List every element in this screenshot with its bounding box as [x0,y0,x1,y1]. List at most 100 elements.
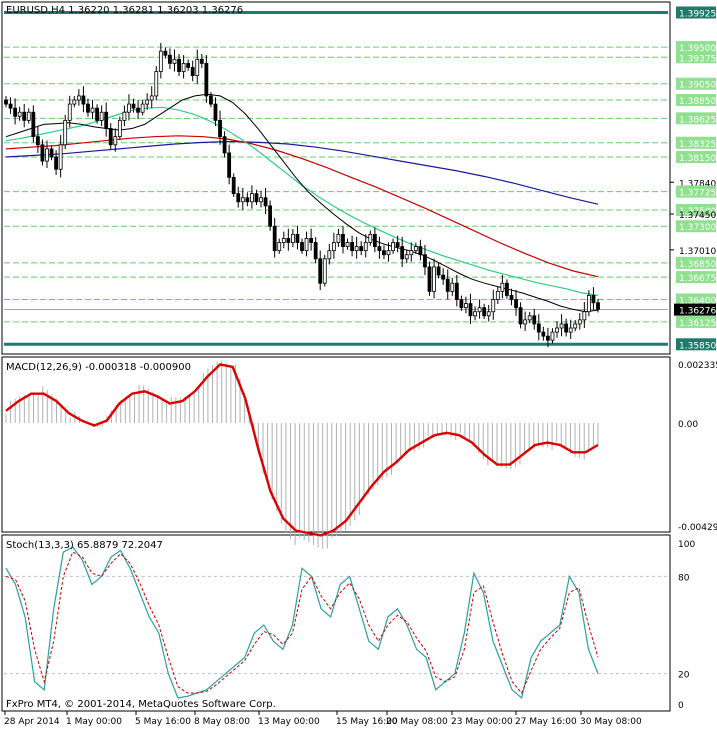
price-label-bg-1.35850 [676,338,716,351]
candle-body [49,148,54,158]
candle-body [591,295,596,304]
time-label: 5 May 16:00 [135,717,191,727]
candle-body [95,107,99,121]
candle-body [532,315,537,325]
price-label-1.37725: 1.37725 [679,189,716,199]
candle-body [559,323,564,329]
candle-body [568,327,573,333]
candle-body [158,50,163,72]
stoch-main-line [5,546,599,699]
candle-body [35,136,40,146]
candle-body [136,107,140,113]
time-label: 1 May 00:00 [66,717,122,727]
candle-body [468,303,473,317]
time-label: 23 May 00:00 [451,717,513,727]
candle-body [86,103,90,113]
candle-body [382,250,386,256]
candle-body [309,238,314,243]
candle-body [368,233,373,243]
candle-body [250,193,254,203]
candle-body [277,242,282,252]
price-label-1.36125: 1.36125 [679,319,716,329]
candle-body [40,144,45,162]
candle-body [63,119,68,146]
stoch-panel[interactable] [1,534,671,712]
price-label-1.37010: 1.37010 [679,247,716,257]
candle-body [236,193,241,203]
candle-body [117,119,122,138]
price-label-bg-1.37500 [676,203,716,216]
candle-body [482,307,487,317]
stoch-axis-label-0: 0 [678,701,684,711]
stoch-axis-label-20: 20 [678,671,690,681]
macd-axis-label-0.002335: 0.002335 [678,361,717,371]
price-label-bg-1.38325 [676,136,716,149]
candle-body [491,299,496,313]
macd-axis-label-0.00: 0.00 [678,420,698,430]
candle-body [464,303,468,309]
candle-body [13,107,18,117]
candle-body [341,233,345,247]
candle-body [209,95,213,105]
time-axis: 28 Apr 2014 1 May 00:00 5 May 16:00 8 May 0… [4,711,642,727]
price-label-1.39500: 1.39500 [679,44,716,54]
candle-body [477,307,482,313]
price-label-1.37300: 1.37300 [679,223,716,233]
candle-body [359,246,364,252]
price-label-bg-1.36400 [676,293,716,306]
candle-body [172,58,177,64]
price-label-bg-1.39500 [676,41,716,54]
candle-body [286,238,291,243]
stoch-axis-label-100: 100 [678,540,695,550]
watermark: FxPro MT4, © 2001-2014, MetaQuotes Softw… [6,699,276,710]
time-label: 30 May 08:00 [580,717,642,727]
price-label-1.39050: 1.39050 [679,81,716,91]
ma-red-line [5,135,599,278]
candle-body [413,246,418,252]
price-label-bg-1.39925 [676,6,716,19]
candle-body [354,246,359,252]
candle-body [377,246,382,252]
candle-body [154,71,159,97]
candle-body [149,95,154,101]
price-label-bg-1.38625 [676,112,716,125]
candle-body [459,299,464,309]
price-label-1.37840: 1.37840 [679,179,716,189]
price-label-1.38325: 1.38325 [679,140,716,150]
time-label: 27 May 16:00 [515,717,577,727]
stoch-axis-label-80: 80 [678,573,690,583]
time-label: 15 May 16:00 [336,717,398,727]
candle-body [90,107,95,113]
price-label-bg-1.39050 [676,77,716,90]
candle-body [281,238,286,243]
candle-body [586,295,591,313]
candle-body [76,95,81,101]
candle-body [304,238,309,252]
candle-body [582,311,587,321]
price-label-bg-1.36850 [676,256,716,269]
candle-body [350,242,354,252]
candle-body [22,111,27,121]
price-label-1.39925: 1.39925 [679,9,716,19]
candle-body [391,242,395,252]
candle-body [195,58,200,76]
candle-body [72,99,77,105]
candle-body [163,50,168,56]
macd-header: MACD(12,26,9) -0.000318 -0.000900 [6,362,191,373]
candle-body [190,67,195,76]
candle-body [577,319,582,325]
price-label-bg-1.38150 [676,151,716,164]
candle-body [67,103,72,121]
main-price-panel[interactable] [1,1,671,355]
candle-body [81,95,86,105]
candle-body [31,111,36,138]
candle-body [518,307,523,325]
candle-body [555,327,559,333]
candle-body [318,258,323,284]
candle-body [596,302,600,310]
candle-body [454,282,459,300]
candle-body [473,311,477,317]
candle-body [26,111,31,121]
candle-body [113,136,118,146]
